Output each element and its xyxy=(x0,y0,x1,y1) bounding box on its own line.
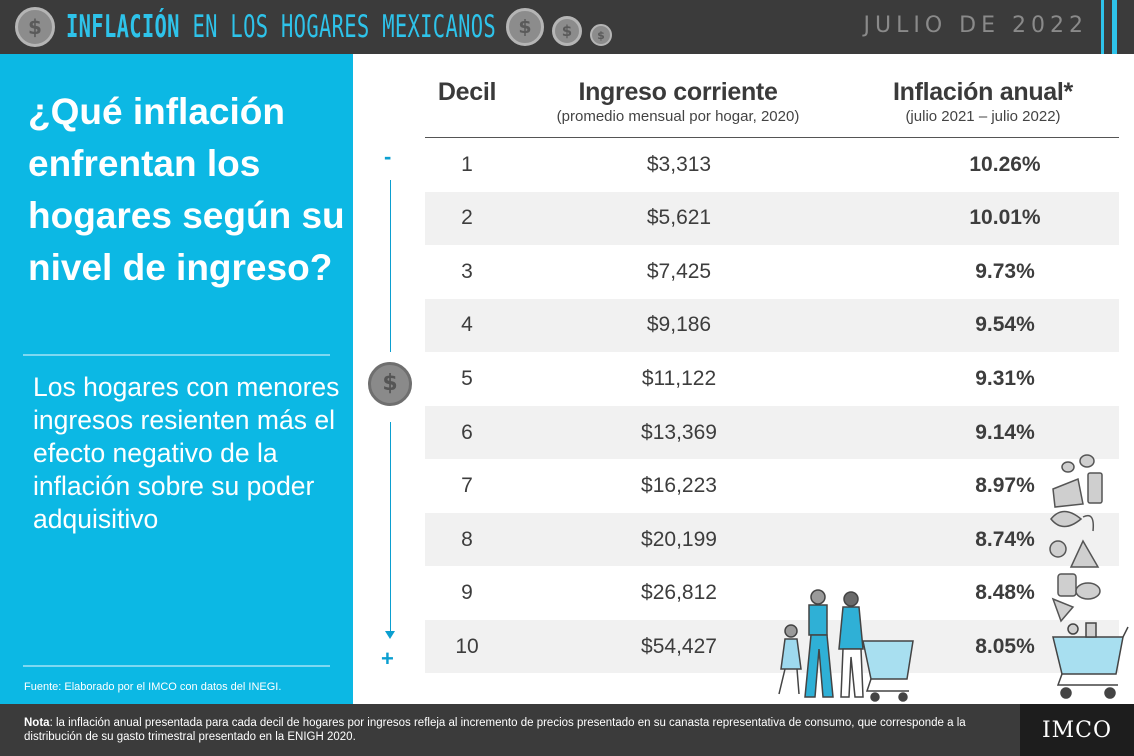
table-row: 7 $16,223 8.97% xyxy=(425,460,1119,513)
footnote: Nota: la inflación anual presentada para… xyxy=(0,704,1020,756)
table-row: 2 $5,621 10.01% xyxy=(425,191,1119,245)
decil-cell: 5 xyxy=(461,366,473,390)
ingreso-cell: $20,199 xyxy=(641,527,717,551)
ingreso-cell: $7,425 xyxy=(646,259,712,283)
column-subtitle: (promedio mensual por hogar, 2020) xyxy=(556,108,800,125)
header-divider xyxy=(425,137,1119,138)
ingreso-cell: $9,186 xyxy=(646,313,712,337)
decil-cell: 4 xyxy=(461,313,473,337)
divider xyxy=(23,665,330,667)
groceries-illustration xyxy=(1049,454,1103,623)
table-row: 4 $9,186 9.54% xyxy=(425,298,1119,352)
ingreso-cell: $26,812 xyxy=(641,581,717,605)
divider xyxy=(23,354,330,356)
inflacion-cell: 8.05% xyxy=(975,634,1035,658)
column-title: Inflación anual* xyxy=(893,78,1073,106)
inflacion-cell: 10.26% xyxy=(969,152,1041,176)
ingreso-cell: $11,122 xyxy=(641,366,717,390)
imco-logo: IMCO xyxy=(1020,704,1134,756)
column-header-ingreso: Ingreso corriente (promedio mensual por … xyxy=(513,78,843,125)
ingreso-cell: $16,223 xyxy=(641,474,717,498)
axis-arrow-down-icon xyxy=(385,631,395,639)
ingreso-cell: $5,621 xyxy=(646,206,712,230)
dollar-coin-icon: $ xyxy=(590,24,612,46)
header-bar: $ INFLACIÓN EN LOS HOGARES MEXICANOS $ $… xyxy=(0,0,1134,54)
column-header-decil: Decil xyxy=(425,78,509,107)
accent-bar xyxy=(1112,0,1117,54)
page-title: INFLACIÓN EN LOS HOGARES MEXICANOS xyxy=(66,9,497,45)
inflacion-cell: 9.54% xyxy=(975,313,1035,337)
column-title: Decil xyxy=(437,78,497,106)
inflacion-cell: 9.14% xyxy=(975,420,1035,444)
decil-cell: 7 xyxy=(461,474,473,498)
axis-line xyxy=(390,180,391,352)
report-date: JULIO DE 2022 xyxy=(863,13,1088,38)
inflacion-cell: 8.48% xyxy=(975,581,1035,605)
table-row: 6 $13,369 9.14% xyxy=(425,406,1119,459)
decil-cell: 1 xyxy=(461,152,473,176)
ingreso-cell: $54,427 xyxy=(641,634,717,658)
table-row: 1 $3,313 10.26% xyxy=(425,138,1119,191)
table-row: 8 $20,199 8.74% xyxy=(425,513,1119,567)
dollar-coin-icon: $ xyxy=(506,8,544,46)
decil-cell: 8 xyxy=(461,527,473,551)
inflacion-cell: 9.31% xyxy=(975,366,1035,390)
inflacion-cell: 8.74% xyxy=(975,527,1035,551)
dollar-coin-icon: $ xyxy=(368,362,412,406)
column-title: Ingreso corriente xyxy=(578,78,778,106)
table-row: 9 $26,812 8.48% xyxy=(425,567,1119,620)
accent-bar xyxy=(1101,0,1104,54)
source-note: Fuente: Elaborado por el IMCO con datos … xyxy=(24,681,282,693)
table-row: 5 $11,122 9.31% xyxy=(425,352,1119,405)
main-question: ¿Qué inflación enfrentan los hogares seg… xyxy=(28,91,345,288)
dollar-coin-icon: $ xyxy=(552,16,582,46)
shopping-cart-illustration xyxy=(1052,622,1129,699)
axis-minus-label: - xyxy=(384,144,392,169)
decil-cell: 10 xyxy=(455,634,479,658)
table-row: 3 $7,425 9.73% xyxy=(425,245,1119,298)
description-text: Los hogares con menores ingresos resient… xyxy=(33,372,340,534)
decil-cell: 9 xyxy=(461,581,473,605)
decil-cell: 6 xyxy=(461,420,473,444)
table-row: 10 $54,427 8.05% xyxy=(425,620,1119,674)
ingreso-cell: $3,313 xyxy=(646,152,712,176)
table-panel: Decil Ingreso corriente (promedio mensua… xyxy=(353,54,1134,704)
inflacion-cell: 10.01% xyxy=(969,206,1041,230)
inflacion-cell: 8.97% xyxy=(975,474,1035,498)
dollar-coin-icon: $ xyxy=(15,7,55,47)
inflacion-cell: 9.73% xyxy=(975,259,1035,283)
ingreso-cell: $13,369 xyxy=(641,420,717,444)
family-shopping-illustration xyxy=(778,589,914,702)
left-panel: ¿Qué inflación enfrentan los hogares seg… xyxy=(0,54,353,704)
axis-plus-label: + xyxy=(381,646,394,671)
decil-cell: 2 xyxy=(461,206,473,230)
column-subtitle: (julio 2021 – julio 2022) xyxy=(905,108,1061,125)
axis-line xyxy=(390,422,391,632)
column-header-inflacion: Inflación anual* (julio 2021 – julio 202… xyxy=(863,78,1103,125)
decil-cell: 3 xyxy=(461,259,473,283)
